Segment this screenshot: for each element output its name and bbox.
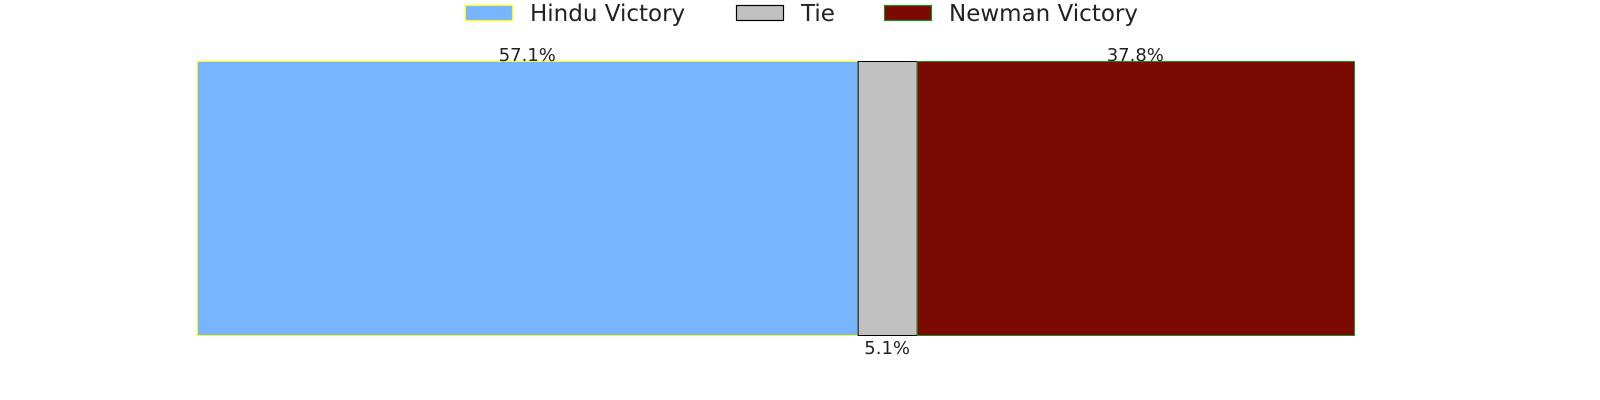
legend-label-newman-victory: Newman Victory (949, 1, 1138, 27)
legend-label-tie: Tie (800, 1, 835, 27)
bar-segment-newman-victory (916, 61, 1355, 336)
legend-swatch-newman-victory (883, 4, 933, 22)
bar-segment-hindu-victory (197, 61, 859, 336)
data-label-newman-victory: 37.8% (1107, 45, 1164, 66)
legend-label-hindu-victory: Hindu Victory (530, 1, 685, 27)
bar-segment-tie (857, 61, 918, 336)
legend-swatch-hindu-victory (464, 4, 514, 22)
data-label-tie: 5.1% (864, 338, 910, 359)
data-label-hindu-victory: 57.1% (499, 45, 556, 66)
legend-swatch-tie (735, 4, 785, 22)
